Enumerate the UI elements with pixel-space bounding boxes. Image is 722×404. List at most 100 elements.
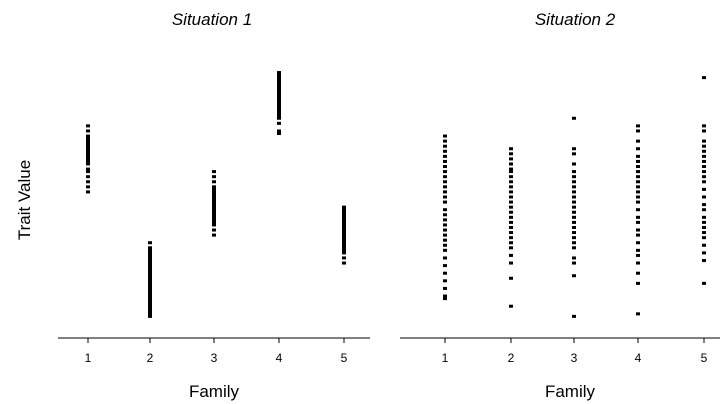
data-point [342,215,346,219]
data-point [212,175,216,179]
data-point [509,210,513,214]
data-point [572,261,576,265]
x-tick-label: 1 [85,351,92,365]
data-point [342,256,346,260]
panel-situation-2: Situation 2 Family 1 2 3 4 5 [400,10,720,401]
data-point [572,220,576,224]
data-point [509,205,513,209]
data-point [509,215,513,219]
x-tick-label: 4 [635,351,642,365]
data-point [443,271,447,275]
data-point [277,76,281,80]
data-point [342,246,346,250]
data-point [277,78,281,82]
data-point [277,109,281,113]
points-situation-2 [443,76,706,318]
data-point [443,297,447,301]
data-point [702,208,706,212]
data-point [702,215,706,219]
data-point [212,180,216,184]
data-point [509,236,513,240]
data-point [636,175,640,179]
data-point [86,124,90,128]
data-point [148,292,152,296]
data-point [443,200,447,204]
points-situation-1 [86,71,346,318]
data-point [636,200,640,204]
data-point [509,246,513,250]
data-point [342,225,346,229]
data-point [443,218,447,222]
data-point [443,195,447,199]
data-point [702,220,706,224]
data-point [443,279,447,283]
data-point [572,256,576,260]
data-point [342,241,346,245]
data-point [212,210,216,214]
data-point [86,142,90,146]
data-point [277,81,281,85]
data-point [636,139,640,143]
data-point [212,220,216,224]
x-tick-label: 2 [147,351,154,365]
data-point [636,154,640,158]
data-point [148,259,152,262]
data-point [148,261,152,265]
data-point [86,167,90,171]
data-point [148,289,152,293]
data-point [277,96,281,100]
x-tick-label: 2 [508,351,515,365]
data-point [443,185,447,189]
data-point [277,111,281,115]
data-point [212,205,216,209]
data-point [443,264,447,268]
data-point [702,170,706,174]
data-point [636,220,640,224]
data-point [702,76,706,80]
data-point [572,195,576,199]
data-point [148,297,152,301]
data-point [636,170,640,174]
data-point [443,175,447,179]
data-point [148,256,152,260]
data-point [636,233,640,237]
data-point [702,175,706,179]
data-point [342,238,346,242]
data-point [342,218,346,222]
data-point [572,152,576,156]
data-point [277,129,281,133]
data-point [86,159,90,163]
data-point [572,225,576,229]
data-point [702,144,706,148]
data-point [342,261,346,265]
data-point [636,208,640,212]
data-point [86,185,90,189]
data-point [148,271,152,275]
data-point [212,208,216,212]
x-tick-label: 5 [701,351,708,365]
data-point [443,170,447,174]
data-point [509,304,513,308]
data-point [212,192,216,196]
data-point [572,246,576,250]
data-point [86,162,90,166]
data-point [572,314,576,318]
panel-title-situation-2: Situation 2 [535,10,616,29]
data-point [509,147,513,151]
data-point [572,185,576,189]
data-point [86,180,90,184]
data-point [572,231,576,235]
data-point [148,253,152,257]
data-point [572,162,576,166]
data-point [342,208,346,212]
data-point [148,286,152,290]
data-point [702,225,706,229]
data-point [86,129,90,133]
data-point [212,233,216,237]
data-point [148,251,152,255]
data-point [702,187,706,191]
data-point [212,218,216,222]
data-point [212,228,216,232]
x-tick-label: 3 [571,351,578,365]
data-point [702,231,706,235]
